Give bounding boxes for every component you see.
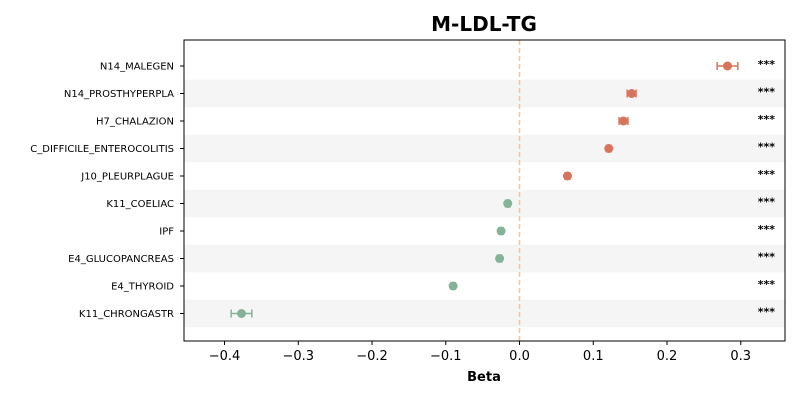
row-band <box>184 244 785 273</box>
x-axis: −0.4 −0.3 −0.2 −0.1 0.0 0.1 0.2 0.3 <box>209 341 751 364</box>
x-axis-label: Beta <box>467 370 501 385</box>
data-point <box>627 89 637 98</box>
data-marks <box>230 61 739 318</box>
y-tick-label: K11_CHRONGASTR <box>79 309 174 320</box>
data-point <box>619 116 629 126</box>
row-band <box>184 299 785 328</box>
row-band <box>184 134 785 163</box>
y-tick-label: K11_COELIAC <box>106 199 174 210</box>
data-point <box>448 281 458 291</box>
significance-label: *** <box>758 86 776 99</box>
significance-label: *** <box>758 196 776 209</box>
y-axis: N14_MALEGEN N14_PROSTHYPERPLA H7_CHALAZION… <box>30 62 184 320</box>
data-point <box>495 254 505 263</box>
significance-labels: *** *** *** *** *** *** *** *** *** *** <box>758 58 776 319</box>
y-tick-label: E4_GLUCOPANCREAS <box>68 254 174 265</box>
x-tick-label: 0.3 <box>730 349 751 364</box>
x-tick-label: 0.0 <box>509 349 530 364</box>
significance-label: *** <box>758 141 776 154</box>
significance-label: *** <box>758 58 776 71</box>
significance-label: *** <box>758 306 776 319</box>
y-tick-label: E4_THYROID <box>111 282 174 293</box>
x-tick-label: −0.3 <box>283 349 315 364</box>
significance-label: *** <box>758 251 776 264</box>
x-tick-label: −0.4 <box>209 349 241 364</box>
x-tick-label: 0.1 <box>583 349 604 364</box>
y-tick-label: N14_PROSTHYPERPLA <box>64 89 174 100</box>
plot-frame <box>183 39 786 342</box>
row-band <box>184 189 785 218</box>
data-point <box>496 226 506 236</box>
data-point <box>503 199 513 208</box>
chart-title: M-LDL-TG <box>431 12 537 36</box>
x-tick-label: −0.1 <box>430 349 462 364</box>
y-tick-label: J10_PLEURPLAGUE <box>80 172 174 183</box>
data-point <box>722 61 732 71</box>
x-tick-label: −0.2 <box>356 349 388 364</box>
data-point <box>237 309 247 318</box>
y-tick-label: N14_MALEGEN <box>100 62 174 73</box>
data-point <box>604 144 614 153</box>
significance-label: *** <box>758 223 776 236</box>
row-bands <box>184 79 785 328</box>
significance-label: *** <box>758 113 776 126</box>
x-tick-label: 0.2 <box>657 349 678 364</box>
y-tick-label: IPF <box>159 227 174 238</box>
significance-label: *** <box>758 278 776 291</box>
row-band <box>184 79 785 108</box>
y-tick-label: C_DIFFICILE_ENTEROCOLITIS <box>30 144 174 155</box>
significance-label: *** <box>758 168 776 181</box>
data-point <box>562 171 572 181</box>
y-tick-label: H7_CHALAZION <box>96 117 174 128</box>
